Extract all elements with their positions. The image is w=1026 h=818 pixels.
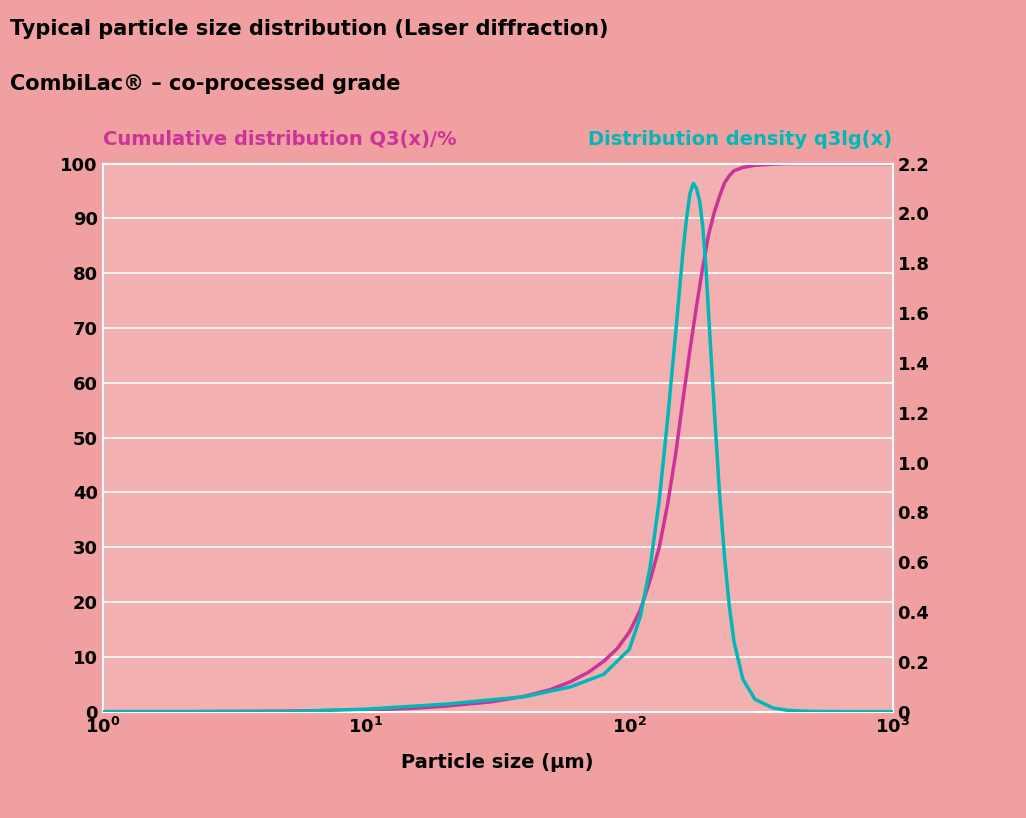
Text: Typical particle size distribution (Laser diffraction): Typical particle size distribution (Lase… bbox=[10, 19, 608, 38]
Text: Cumulative distribution Q3(x)/%: Cumulative distribution Q3(x)/% bbox=[103, 130, 457, 149]
Text: Distribution density q3lg(x): Distribution density q3lg(x) bbox=[589, 130, 893, 149]
Text: CombiLac® – co-processed grade: CombiLac® – co-processed grade bbox=[10, 74, 401, 94]
X-axis label: Particle size (µm): Particle size (µm) bbox=[401, 753, 594, 772]
